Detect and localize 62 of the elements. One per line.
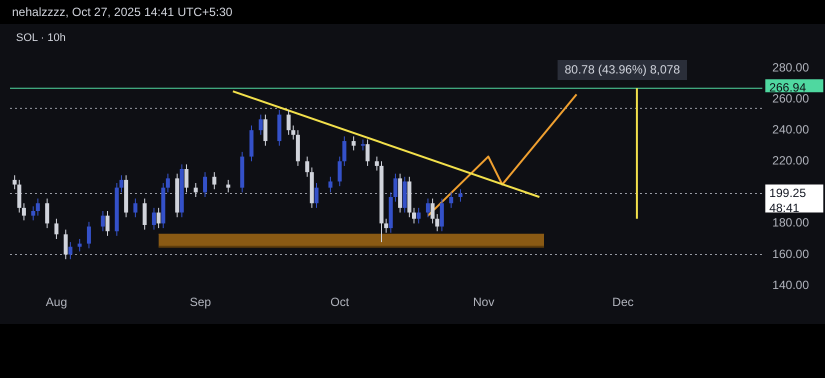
candlestick bbox=[86, 221, 91, 249]
candlestick bbox=[342, 136, 346, 166]
chart-subtitle: nehalzzzz, Oct 27, 2025 14:41 UTC+5:30 bbox=[12, 5, 232, 19]
candlestick bbox=[106, 210, 110, 236]
candlestick bbox=[100, 210, 105, 232]
x-tick-label: Oct bbox=[330, 295, 350, 310]
candlestick bbox=[226, 179, 230, 193]
candlestick bbox=[78, 238, 82, 252]
candlestick bbox=[360, 138, 365, 151]
candlestick bbox=[412, 207, 416, 224]
candlestick bbox=[258, 114, 263, 136]
candlestick bbox=[366, 138, 370, 166]
y-tick-label: 160.00 bbox=[772, 246, 810, 261]
candlestick bbox=[68, 242, 72, 260]
candlestick bbox=[45, 198, 50, 229]
candlestick bbox=[142, 198, 147, 230]
candlestick bbox=[119, 174, 124, 193]
x-tick-label: Aug bbox=[46, 295, 68, 310]
candlestick bbox=[393, 173, 398, 202]
y-tick-label: 180.00 bbox=[772, 216, 810, 230]
candlestick bbox=[458, 188, 462, 202]
candlestick bbox=[435, 214, 440, 232]
candlestick bbox=[426, 198, 430, 218]
candlestick bbox=[338, 156, 342, 187]
y-tick-label: 280.00 bbox=[772, 60, 810, 74]
candlestick bbox=[328, 176, 332, 193]
candlestick bbox=[17, 179, 22, 214]
x-tick-label: Nov bbox=[472, 295, 494, 310]
candlestick bbox=[64, 229, 68, 260]
candlestick bbox=[22, 202, 26, 221]
annotation: 80.78 (43.96%) 8,078 bbox=[564, 62, 680, 76]
candlestick bbox=[36, 198, 40, 216]
candlestick bbox=[374, 156, 379, 172]
candlestick bbox=[133, 198, 138, 218]
candlestick bbox=[203, 172, 208, 198]
candlestick bbox=[291, 125, 296, 140]
candlestick bbox=[305, 156, 310, 178]
candlestick bbox=[184, 164, 188, 193]
candlestick bbox=[54, 218, 58, 240]
candlestick bbox=[384, 218, 388, 234]
chart-title: SOL · 10h bbox=[16, 32, 66, 44]
candlestick bbox=[314, 182, 318, 208]
candlestick bbox=[449, 192, 454, 208]
candlestick bbox=[152, 207, 156, 230]
candlestick bbox=[194, 182, 198, 198]
candlestick bbox=[416, 207, 421, 224]
ref-line-label: 199.25 48:41 bbox=[769, 186, 806, 215]
candlestick bbox=[166, 173, 170, 193]
x-tick-label: Dec bbox=[612, 295, 634, 310]
candlestick bbox=[263, 114, 268, 146]
candlestick bbox=[286, 109, 291, 136]
candlestick bbox=[430, 198, 435, 224]
candlestick bbox=[31, 206, 36, 221]
candlestick bbox=[12, 174, 17, 190]
candlestick bbox=[156, 207, 161, 229]
candlestick bbox=[440, 198, 444, 232]
x-tick-label: Sep bbox=[190, 295, 212, 310]
y-tick-label: 140.00 bbox=[772, 278, 810, 292]
y-tick-label: 220.00 bbox=[772, 154, 810, 168]
candlestick bbox=[352, 136, 356, 151]
y-tick-label: 240.00 bbox=[772, 122, 810, 136]
candlestick bbox=[212, 172, 216, 190]
